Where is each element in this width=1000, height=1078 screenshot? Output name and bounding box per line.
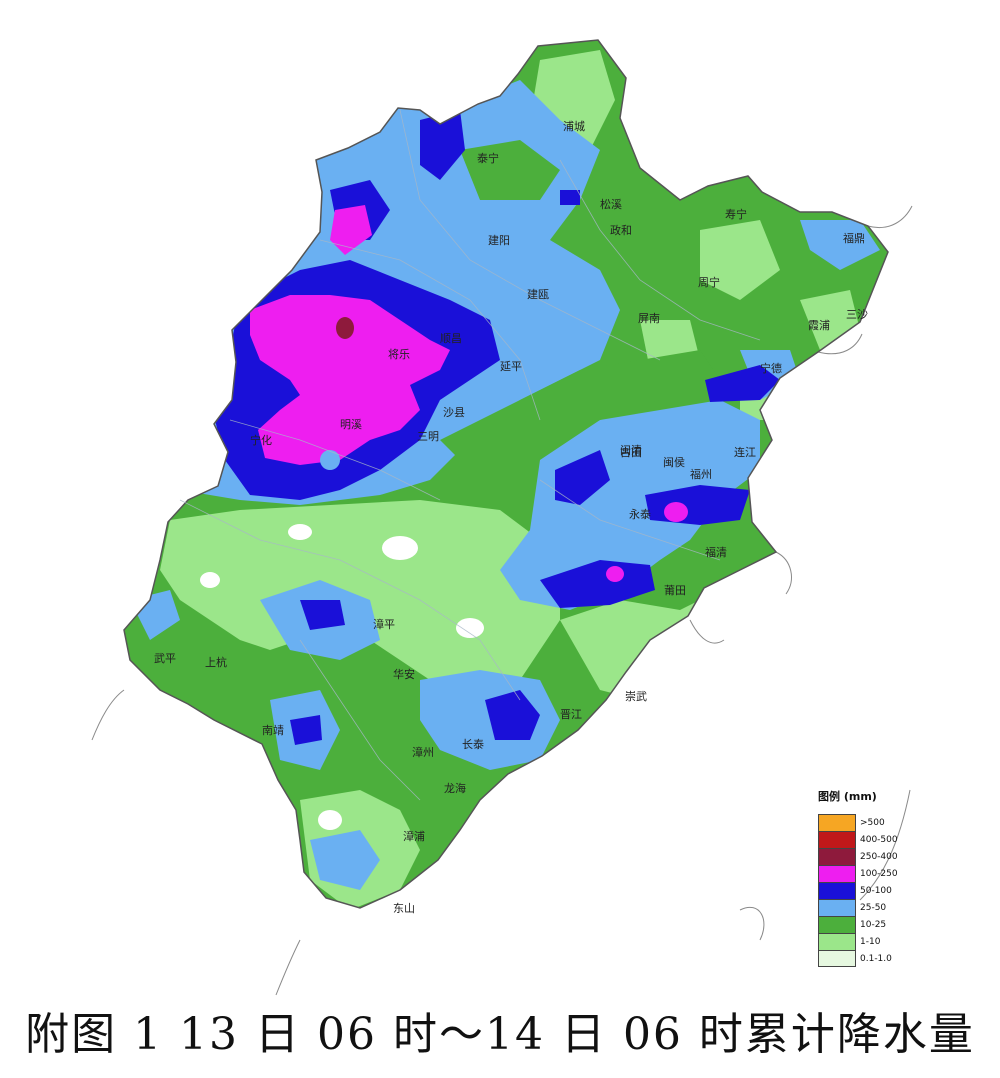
place-label: 福州	[690, 467, 712, 481]
place-label: 漳州	[412, 745, 434, 759]
legend-label: 0.1-1.0	[860, 953, 892, 964]
place-label: 上杭	[205, 655, 227, 669]
place-label: 沙县	[443, 406, 465, 419]
legend-title: 图例 (mm)	[818, 790, 877, 803]
figure-caption: 附图 1 13 日 06 时～14 日 06 时累计降水量	[25, 1009, 975, 1060]
zone-250-400	[336, 317, 354, 339]
place-label: 宁德	[760, 361, 782, 375]
legend-item: 400-500	[818, 831, 910, 848]
place-label: 连江	[734, 446, 756, 459]
legend-label: 100-250	[860, 868, 898, 879]
place-label: 建瓯	[527, 287, 549, 301]
place-label: 寿宁	[725, 207, 747, 221]
legend-swatch	[818, 865, 856, 882]
legend-swatch	[818, 831, 856, 848]
place-label: 晋江	[560, 708, 582, 721]
legend-label: 25-50	[860, 902, 887, 913]
legend-item: 10-25	[818, 916, 910, 933]
place-label: 永泰	[629, 507, 651, 521]
place-label: 霞浦	[808, 319, 830, 332]
legend-item: 50-100	[818, 882, 910, 899]
place-label: 延平	[500, 360, 522, 373]
legend-swatch	[818, 950, 856, 967]
legend-swatch	[818, 882, 856, 899]
zone-100-250	[250, 295, 450, 465]
map-legend: 图例 (mm) >500 400-500 250-400 100-250 50-100 2…	[818, 788, 910, 967]
county-boundaries	[179, 109, 761, 801]
place-label: 古田	[620, 446, 642, 459]
precipitation-layer	[124, 40, 888, 908]
legend-swatch	[818, 933, 856, 950]
legend-swatch	[818, 848, 856, 865]
place-label: 泰宁	[477, 151, 499, 165]
coastline-islands	[91, 205, 913, 996]
place-label: 建阳	[488, 233, 510, 247]
legend-item: 1-10	[818, 933, 910, 950]
legend-item: 100-250	[818, 865, 910, 882]
province-boundary	[123, 39, 889, 909]
place-label: 宁化	[250, 433, 272, 447]
place-label: 松溪	[600, 197, 622, 211]
legend-swatch	[818, 814, 856, 831]
place-label: 闽侯	[663, 455, 685, 469]
place-label: 长泰	[462, 737, 484, 751]
place-label: 崇武	[625, 690, 647, 703]
place-label: 武平	[154, 652, 176, 665]
place-label: 漳平	[373, 617, 395, 631]
legend-label: >500	[860, 817, 885, 828]
place-label: 将乐	[388, 348, 410, 361]
legend-item: >500	[818, 814, 910, 831]
place-labels: 浦城 泰宁 松溪 政和 寿宁 福鼎 建阳 建瓯 周宁 屏南 霞浦 三沙 将乐 顺…	[154, 120, 868, 915]
place-label: 东山	[393, 902, 415, 915]
place-label: 南靖	[262, 724, 284, 737]
legend-label: 10-25	[860, 919, 887, 930]
place-label: 漳浦	[403, 829, 425, 843]
place-label: 浦城	[563, 120, 585, 133]
legend-item: 250-400	[818, 848, 910, 865]
legend-swatch	[818, 916, 856, 933]
legend-label: 1-10	[860, 936, 881, 947]
rainfall-map: 浦城 泰宁 松溪 政和 寿宁 福鼎 建阳 建瓯 周宁 屏南 霞浦 三沙 将乐 顺…	[91, 39, 913, 996]
place-label: 三沙	[846, 308, 868, 321]
place-label: 闽清	[620, 444, 642, 457]
place-label: 华安	[393, 667, 415, 681]
place-label: 屏南	[638, 312, 660, 325]
place-label: 莆田	[664, 584, 686, 597]
legend-item: 0.1-1.0	[818, 950, 910, 967]
place-label: 周宁	[698, 275, 720, 289]
place-label: 政和	[610, 223, 632, 237]
zone-1-10	[160, 500, 560, 690]
place-label: 顺昌	[440, 332, 462, 345]
legend-label: 50-100	[860, 885, 892, 896]
place-label: 三明	[417, 430, 439, 443]
place-label: 福清	[705, 545, 727, 559]
legend-label: 400-500	[860, 834, 898, 845]
legend-label: 250-400	[860, 851, 898, 862]
legend-swatch	[818, 899, 856, 916]
legend-items: >500 400-500 250-400 100-250 50-100 25-50 10-2…	[818, 814, 910, 967]
place-label: 明溪	[340, 418, 362, 431]
place-label: 龙海	[444, 781, 466, 795]
legend-item: 25-50	[818, 899, 910, 916]
place-label: 福鼎	[843, 231, 865, 245]
